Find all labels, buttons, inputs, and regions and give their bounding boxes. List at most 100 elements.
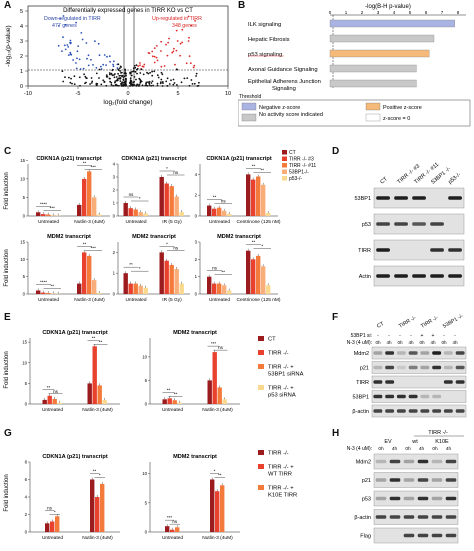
condition-label: Untreated	[209, 297, 230, 303]
volcano-point	[95, 72, 98, 75]
volcano-point	[171, 51, 174, 54]
legend-label: TIRR -/- +	[268, 465, 294, 471]
n3-value: 0h	[375, 340, 381, 345]
volcano-point	[95, 84, 98, 87]
n3-value: 4h	[446, 446, 452, 452]
lane-label: CT	[379, 176, 389, 186]
legend-none-swatch	[241, 113, 257, 122]
volcano-point	[142, 73, 145, 76]
chart-title: CDKN1A (p21) transcript	[121, 156, 187, 162]
condition-label: IR (5 Gy)	[162, 297, 182, 303]
volcano-point	[90, 58, 92, 61]
volcano-point	[156, 59, 159, 62]
lane-label: p53-/-	[447, 172, 462, 186]
b-tick: 1	[345, 10, 348, 15]
legend-label: TIRR -/- +	[268, 486, 294, 492]
volcano-point	[109, 80, 111, 83]
y-tick-label: 8	[25, 460, 28, 465]
y-tick-label: 0	[113, 214, 116, 219]
blot-band	[389, 496, 401, 501]
condition-label: Nutlin-3 (4uM)	[74, 219, 105, 225]
volcano-point	[121, 75, 123, 78]
y-tick-label: 0	[20, 84, 23, 90]
volcano-point	[181, 28, 184, 31]
b-tick: 4	[393, 10, 396, 15]
bar	[47, 395, 52, 405]
bar	[77, 283, 82, 294]
volcano-point	[165, 43, 167, 46]
condition-label: Centrinone (125 nM)	[237, 219, 281, 225]
bar	[159, 177, 164, 216]
bar	[46, 214, 51, 216]
volcano-point	[146, 85, 149, 87]
blot-band	[394, 222, 408, 226]
bar	[123, 273, 128, 294]
pathway-bar	[329, 64, 417, 73]
si-value: +	[432, 333, 435, 339]
si-value: -	[410, 333, 412, 339]
bar	[207, 380, 212, 404]
sig-stars: **	[174, 391, 178, 396]
volcano-point	[105, 64, 107, 66]
b-tick: 3	[377, 10, 380, 15]
volcano-point	[168, 37, 170, 40]
legend-label: p53 siRNA	[268, 393, 296, 399]
qpcr-chart-c: Fold induction Fold induction CDKN1A (p21)…	[4, 150, 316, 303]
volcano-point	[64, 23, 67, 26]
sig-stars: *	[139, 266, 141, 271]
y-tick-label: 4	[25, 495, 28, 500]
sig-stars: **	[129, 262, 133, 267]
pathway-axis-title: -log(B-H p-value)	[365, 4, 411, 10]
volcano-point	[130, 74, 133, 77]
volcano-point	[110, 83, 113, 86]
volcano-point	[114, 80, 117, 83]
blot-label: p53	[362, 497, 371, 503]
volcano-point	[145, 82, 148, 85]
volcano-point	[155, 56, 158, 59]
bar	[77, 204, 82, 216]
blot-band	[431, 533, 443, 538]
volcano-point	[135, 84, 138, 87]
western-blot-h: TIRR -/- EV wt K10E N-3 (4 uM): 0h 4h 0h 4h 0h 4h M…	[347, 430, 464, 544]
volcano-point	[61, 70, 64, 73]
blot-band	[373, 409, 383, 413]
x-tick-label: 5	[176, 91, 179, 97]
y-tick-label: 10	[20, 257, 25, 262]
sig-stars: **	[260, 167, 264, 172]
volcano-point	[189, 62, 192, 65]
panel-letter-h: H	[332, 428, 340, 439]
volcano-point	[198, 81, 200, 84]
header-label: TIRR -/-	[428, 430, 448, 436]
down-count: 477 genes	[52, 23, 77, 29]
bar	[174, 196, 179, 216]
volcano-point	[115, 83, 117, 86]
y-tick-label: 1	[195, 274, 198, 279]
sig-stars: ns	[172, 519, 178, 524]
sig-stars: *	[99, 473, 101, 478]
blot-band	[445, 459, 457, 464]
blot-band	[432, 409, 442, 413]
volcano-point	[66, 44, 69, 46]
volcano-point	[172, 83, 175, 86]
volcano-point	[174, 63, 176, 66]
blot-band	[431, 515, 443, 519]
volcano-point	[116, 84, 119, 87]
pathway-bar	[329, 49, 430, 58]
blot-band	[430, 248, 444, 252]
volcano-point	[153, 61, 156, 64]
blot-label: p21	[362, 478, 371, 484]
sig-stars: ns	[47, 505, 53, 510]
group-label: TIRR -/-	[398, 315, 418, 330]
bar	[207, 205, 212, 216]
y-tick-label: 15	[20, 240, 25, 245]
volcano-point	[64, 76, 66, 79]
blot-band	[375, 459, 387, 464]
bar	[41, 214, 46, 216]
blot-strip	[373, 239, 465, 261]
volcano-point	[173, 82, 176, 84]
sig-stars: **	[83, 241, 87, 246]
volcano-point	[187, 15, 190, 18]
volcano-point	[67, 46, 70, 48]
y-axis-label: Fold induction	[4, 249, 10, 286]
sig-stars: **	[50, 284, 54, 289]
